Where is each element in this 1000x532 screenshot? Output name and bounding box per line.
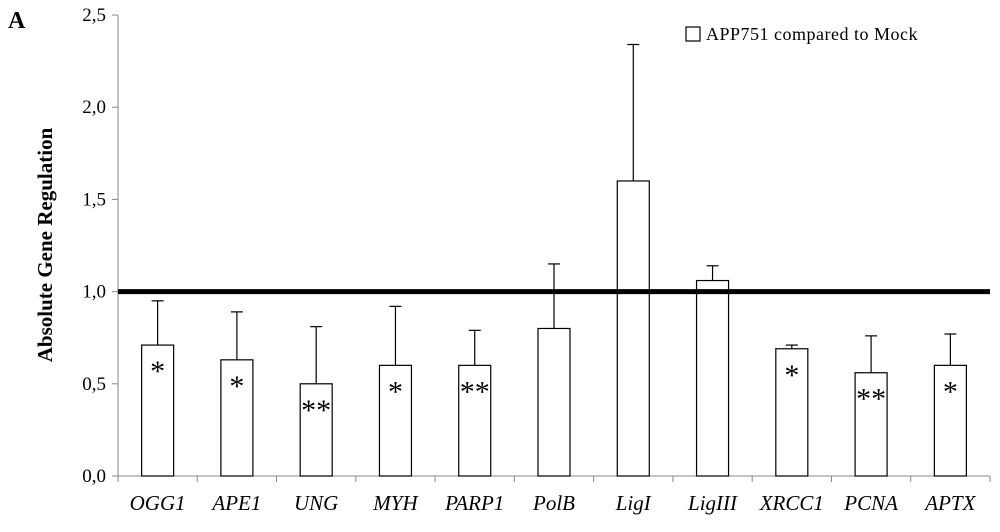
significance-marker: * bbox=[388, 375, 403, 408]
significance-marker: ** bbox=[301, 394, 331, 427]
significance-marker: * bbox=[150, 355, 165, 388]
x-tick-label-ligi: LigI bbox=[615, 491, 652, 515]
bar-myh bbox=[378, 364, 413, 477]
bar-ligi bbox=[616, 180, 650, 477]
y-tick-label: 0,0 bbox=[82, 466, 106, 487]
bars bbox=[141, 180, 967, 477]
error-bars bbox=[151, 43, 957, 384]
y-axis-label: Absolute Gene Regulation bbox=[33, 127, 57, 362]
x-tick-label-ape1: APE1 bbox=[210, 491, 261, 515]
x-tick-labels: OGG1 APE1 UNG MYH PARP1 PolB LigI LigIII XRCC1 PC… bbox=[130, 491, 977, 515]
significance-markers: * **** ***** * bbox=[150, 355, 958, 427]
x-tick-label-myh: MYH bbox=[372, 491, 419, 515]
legend-swatch bbox=[685, 26, 701, 42]
significance-marker: ** bbox=[460, 375, 490, 408]
bar-ligiii bbox=[695, 279, 730, 477]
x-tick-label-ogg1: OGG1 bbox=[130, 491, 186, 515]
bar-ung bbox=[299, 383, 333, 477]
significance-marker: ** bbox=[856, 383, 886, 416]
x-tick-label-parp1: PARP1 bbox=[444, 491, 504, 515]
y-tick-label: 1,0 bbox=[82, 282, 106, 303]
y-tick-label: 2,5 bbox=[82, 5, 106, 26]
x-tick-label-ung: UNG bbox=[294, 491, 338, 515]
legend: APP751 compared to Mock bbox=[685, 24, 918, 44]
x-tick-label-pcna: PCNA bbox=[843, 491, 898, 515]
bar-pcna bbox=[854, 372, 888, 477]
bar-ogg1 bbox=[141, 344, 175, 477]
x-tick-label-ligiii: LigIII bbox=[687, 491, 738, 515]
legend-label: APP751 compared to Mock bbox=[706, 24, 918, 44]
y-tick-label: 1,5 bbox=[82, 189, 106, 210]
bar-aptx bbox=[933, 364, 967, 477]
axes: 0,0 0,5 1,0 1,5 2,0 2,5 bbox=[82, 5, 991, 487]
y-tick-label: 0,5 bbox=[82, 374, 106, 395]
bar-ape1 bbox=[220, 359, 254, 477]
bar-polb bbox=[537, 327, 571, 477]
panel-label: A bbox=[8, 8, 26, 34]
x-tick-label-aptx: APTX bbox=[923, 491, 976, 515]
x-tick-label-xrcc1: XRCC1 bbox=[759, 491, 824, 515]
y-tick-label: 2,0 bbox=[82, 97, 106, 118]
x-tick-label-polb: PolB bbox=[532, 491, 575, 515]
significance-marker: * bbox=[229, 370, 244, 403]
significance-marker: * bbox=[943, 375, 958, 408]
bar-xrcc1 bbox=[775, 348, 809, 477]
significance-marker: * bbox=[784, 359, 799, 392]
bar-parp1 bbox=[458, 364, 492, 477]
